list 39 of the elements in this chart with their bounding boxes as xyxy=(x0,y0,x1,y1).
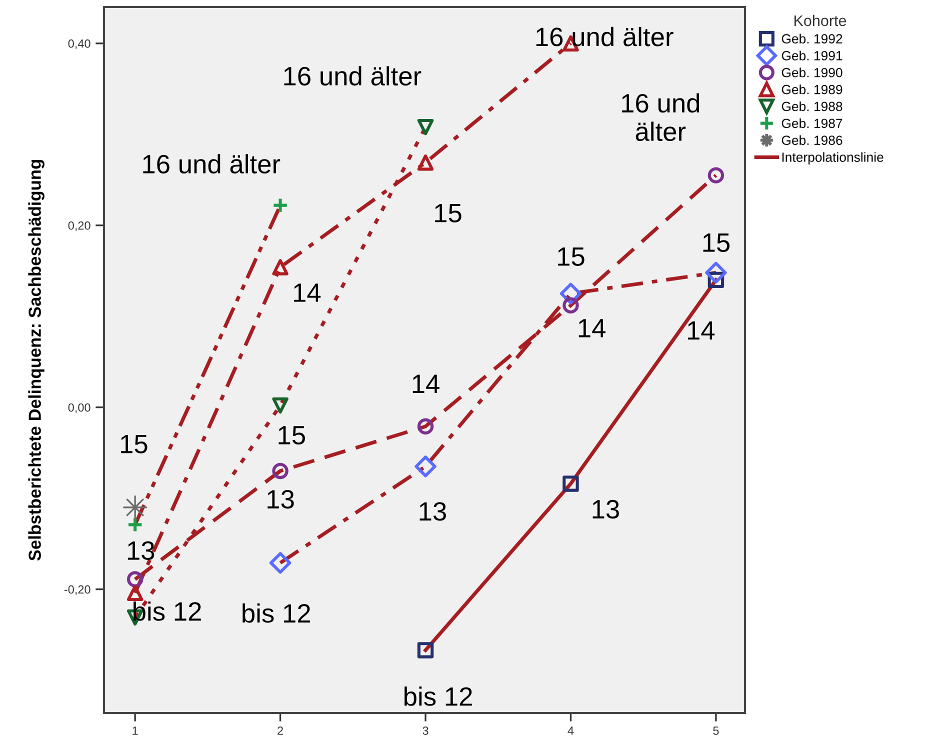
annotation: 13 xyxy=(268,490,294,509)
annotation: 15 xyxy=(558,248,584,266)
legend-label: Geb. 1990 xyxy=(782,68,842,78)
annotation: 13 xyxy=(420,502,446,521)
annotation: 15 xyxy=(121,434,148,454)
annotation: bis 12 xyxy=(242,603,310,623)
legend-label: Interpolationslinie xyxy=(782,152,884,164)
annotation: 16 und älter xyxy=(284,66,422,86)
x-tick-label: 3 xyxy=(422,726,428,735)
annotation: 13 xyxy=(592,500,619,519)
annotation: 13 xyxy=(128,541,154,560)
y-axis-title: Selbstberichtete Delinquenz: Sachbeschädigung xyxy=(28,160,44,561)
annotation: 15 xyxy=(435,204,462,222)
x-tick-label: 4 xyxy=(568,726,574,735)
annotation: 16 und älter xyxy=(622,93,700,142)
annotation: 14 xyxy=(294,284,321,302)
legend-label: Geb. 1991 xyxy=(782,50,842,60)
annotation: 14 xyxy=(688,321,715,340)
x-tick-label: 5 xyxy=(713,726,719,735)
y-tick-label: 0,40 xyxy=(68,39,90,50)
annotation: 15 xyxy=(278,426,305,445)
y-tick-label: 0,00 xyxy=(68,403,90,414)
legend-title: Kohorte xyxy=(794,14,846,26)
annotation: bis 12 xyxy=(404,686,472,706)
y-tick-label: -0,20 xyxy=(64,585,90,596)
annotation: 14 xyxy=(578,319,606,338)
annotation: 15 xyxy=(703,234,730,252)
legend-label: Geb. 1988 xyxy=(782,101,842,112)
legend-label: Geb. 1989 xyxy=(782,84,842,94)
annotation: 16 und älter xyxy=(536,26,674,46)
legend-label: Geb. 1992 xyxy=(782,34,842,44)
legend-label: Geb. 1987 xyxy=(782,118,842,128)
annotation: bis 12 xyxy=(134,601,201,621)
x-tick-label: 1 xyxy=(132,726,138,735)
legend-label: Geb. 1986 xyxy=(782,135,842,145)
x-tick-label: 2 xyxy=(278,726,283,735)
y-tick-label: 0,20 xyxy=(68,221,90,232)
annotation: 16 und älter xyxy=(143,154,280,174)
annotation: 14 xyxy=(412,374,440,393)
